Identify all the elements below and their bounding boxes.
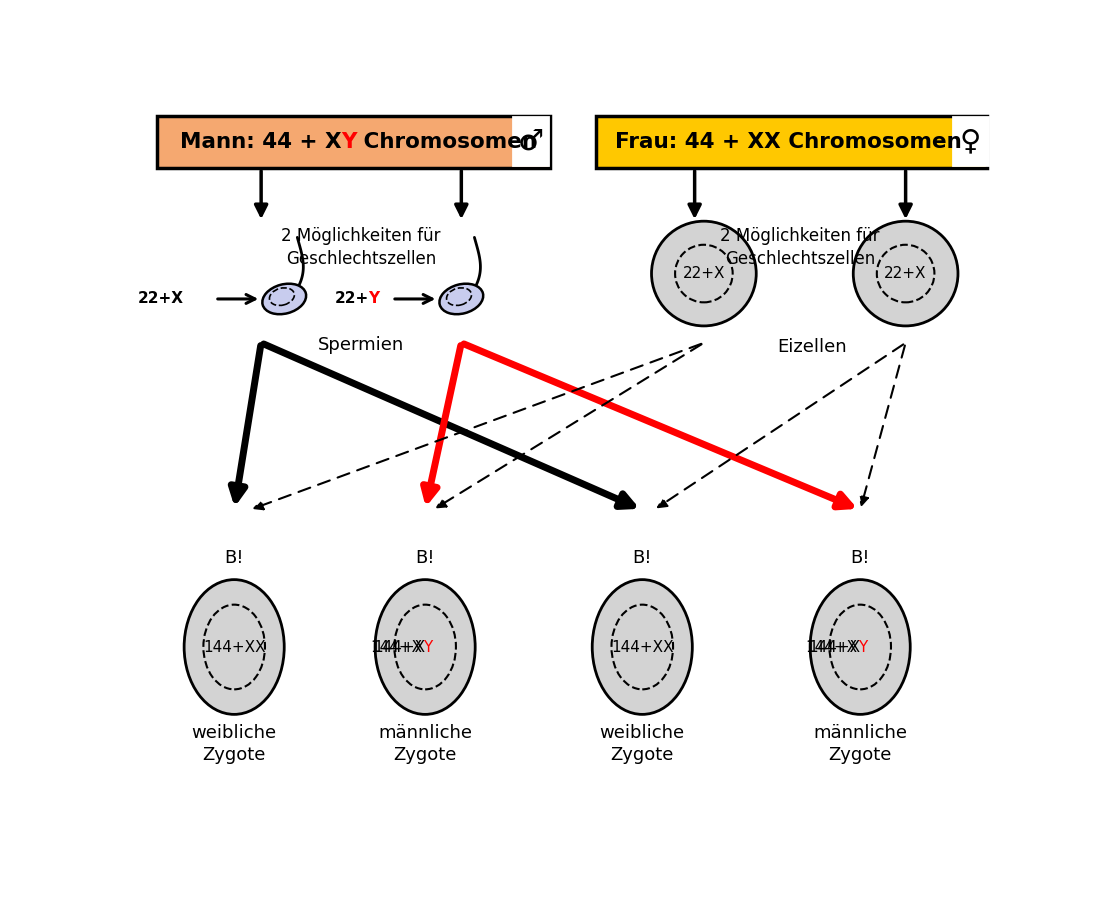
Text: 22+: 22+	[335, 292, 368, 307]
Ellipse shape	[439, 284, 484, 314]
Text: Chromosomen: Chromosomen	[356, 132, 537, 152]
Text: Y: Y	[368, 292, 379, 307]
Text: Y: Y	[423, 640, 433, 654]
FancyBboxPatch shape	[596, 116, 987, 168]
Ellipse shape	[262, 284, 306, 314]
Text: 2 Möglichkeiten für
Geschlechtszellen: 2 Möglichkeiten für Geschlechtszellen	[281, 228, 441, 267]
Text: weibliche
Zygote: weibliche Zygote	[191, 724, 277, 764]
Text: B!: B!	[633, 549, 652, 567]
Text: männliche
Zygote: männliche Zygote	[813, 724, 907, 764]
Circle shape	[652, 221, 756, 326]
Text: 22+X: 22+X	[884, 266, 927, 281]
FancyBboxPatch shape	[157, 116, 549, 168]
Text: 144+X: 144+X	[808, 640, 861, 654]
Text: 144+X: 144+X	[373, 640, 425, 654]
Text: weibliche
Zygote: weibliche Zygote	[599, 724, 685, 764]
Text: ♀: ♀	[960, 127, 981, 155]
Text: Frau: 44 + XX Chromosomen: Frau: 44 + XX Chromosomen	[615, 132, 962, 152]
FancyBboxPatch shape	[953, 117, 987, 165]
Ellipse shape	[593, 580, 693, 715]
Text: 22+X: 22+X	[138, 292, 185, 307]
Text: B!: B!	[851, 549, 870, 567]
Text: 144+X: 144+X	[370, 640, 423, 654]
Text: 144+XX: 144+XX	[202, 640, 266, 654]
FancyBboxPatch shape	[513, 117, 548, 165]
Text: 144+XX: 144+XX	[610, 640, 674, 654]
Ellipse shape	[185, 580, 285, 715]
Text: B!: B!	[225, 549, 244, 567]
Text: ♂: ♂	[517, 127, 544, 155]
Text: 144+X: 144+X	[806, 640, 857, 654]
Text: B!: B!	[416, 549, 435, 567]
Ellipse shape	[375, 580, 475, 715]
Text: Y: Y	[341, 132, 356, 152]
Circle shape	[853, 221, 957, 326]
Text: 22+X: 22+X	[683, 266, 725, 281]
Text: männliche
Zygote: männliche Zygote	[378, 724, 473, 764]
Text: Y: Y	[857, 640, 867, 654]
Ellipse shape	[811, 580, 911, 715]
Text: Spermien: Spermien	[318, 337, 405, 355]
Text: Eizellen: Eizellen	[777, 338, 846, 356]
Text: Mann: 44 + X: Mann: 44 + X	[180, 132, 341, 152]
Text: 2 Möglichkeiten für
Geschlechtszellen: 2 Möglichkeiten für Geschlechtszellen	[721, 228, 880, 267]
